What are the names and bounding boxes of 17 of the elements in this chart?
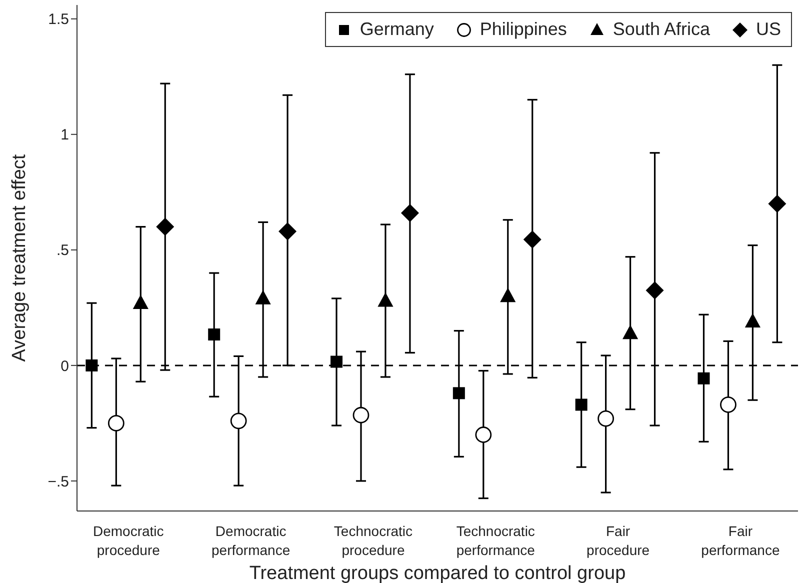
x-tick-label: Technocratic performance — [456, 523, 536, 558]
legend-label: US — [756, 19, 781, 40]
y-tick-label: .5 — [56, 242, 69, 260]
legend-label: Philippines — [480, 19, 567, 40]
y-tick-label: −.5 — [48, 473, 69, 490]
x-tick-label: Fair performance — [701, 523, 780, 558]
x-tick-label: Technocratic procedure — [334, 523, 413, 558]
x-tick-label: Democratic procedure — [93, 523, 164, 558]
legend-label: South Africa — [612, 19, 710, 40]
legend-label: Germany — [360, 19, 434, 40]
y-tick-label: 1.5 — [48, 11, 69, 28]
y-tick-label: 0 — [60, 358, 69, 375]
x-axis-title: Treatment groups compared to control group — [249, 563, 626, 583]
x-tick-label: Democratic performance — [212, 523, 290, 558]
y-axis-title: Average treatment effect — [9, 154, 30, 362]
x-tick-label: Fair procedure — [586, 523, 650, 558]
y-tick-label: 1 — [60, 126, 69, 144]
